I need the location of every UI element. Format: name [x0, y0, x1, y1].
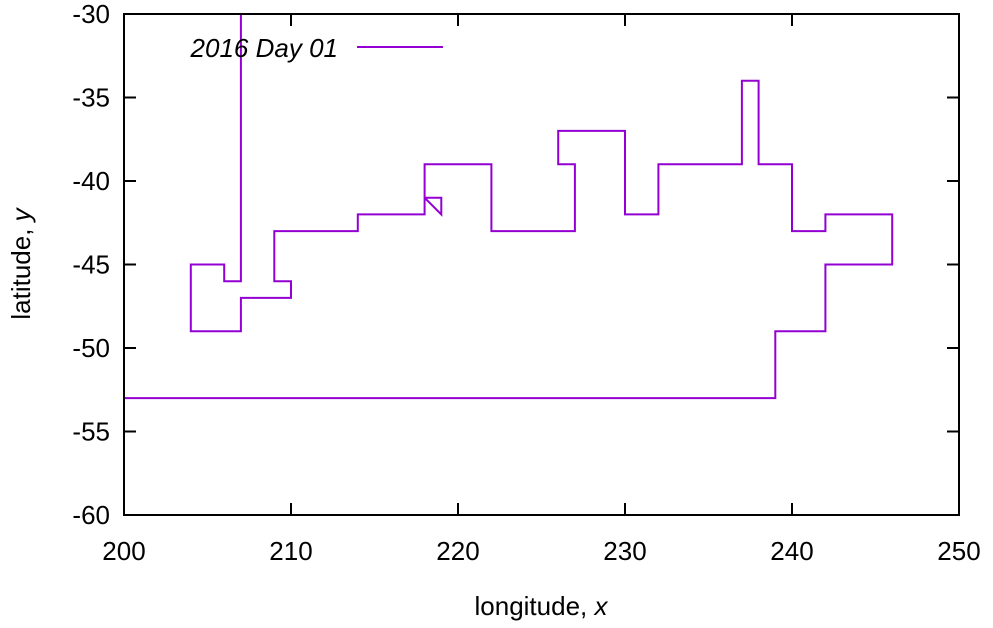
x-tick-label: 220 — [436, 536, 479, 566]
x-tick-label: 200 — [102, 536, 145, 566]
y-axis-title: latitude, y — [6, 206, 36, 319]
x-tick-label: 210 — [269, 536, 312, 566]
x-tick-label: 230 — [603, 536, 646, 566]
ticks-layer — [124, 14, 959, 515]
y-tick-label: -45 — [72, 250, 110, 280]
x-tick-label: 250 — [937, 536, 980, 566]
legend: 2016 Day 01 — [190, 33, 443, 63]
x-tick-label: 240 — [770, 536, 813, 566]
y-tick-label: -35 — [72, 83, 110, 113]
legend-label: 2016 Day 01 — [190, 33, 338, 63]
y-tick-label: -55 — [72, 417, 110, 447]
y-axis-title-text: latitude, — [6, 221, 36, 319]
y-tick-label: -60 — [72, 500, 110, 530]
y-tick-label: -50 — [72, 333, 110, 363]
x-axis-title: longitude, x — [475, 591, 609, 621]
series-layer — [124, 14, 894, 400]
series-line-0 — [124, 14, 894, 400]
y-tick-label: -40 — [72, 166, 110, 196]
y-tick-label: -30 — [72, 0, 110, 29]
x-axis-title-var: x — [592, 591, 608, 621]
labels-layer: 200 210 220 230 240 250 -30 -35 -40 -45 -50 -55 -60 — [72, 0, 980, 566]
x-axis-title-text: longitude, — [475, 591, 595, 621]
y-axis-title-var: y — [6, 206, 36, 223]
